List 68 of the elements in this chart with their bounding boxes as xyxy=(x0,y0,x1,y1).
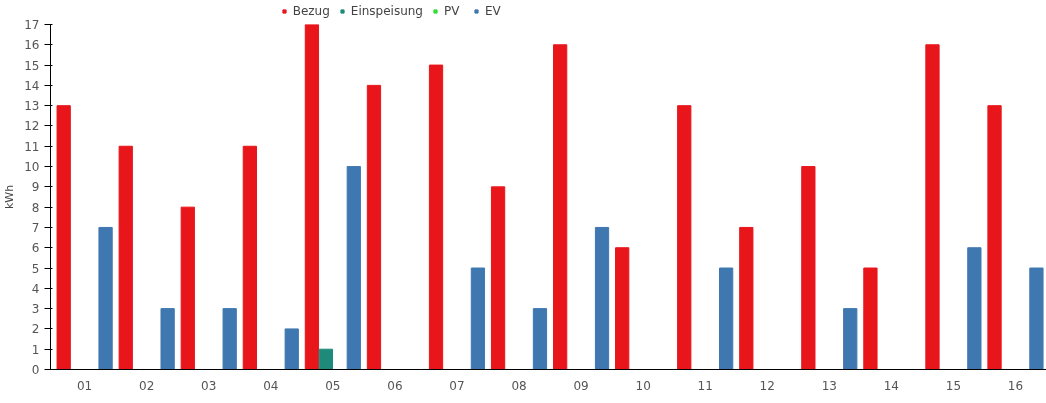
x-tick-label: 05 xyxy=(325,378,341,393)
bar xyxy=(967,247,982,370)
bar xyxy=(366,84,382,370)
bar xyxy=(470,267,486,370)
bar xyxy=(180,206,195,370)
x-tick-label: 02 xyxy=(139,378,155,393)
y-tick-label: 5 xyxy=(31,261,40,276)
y-tick-label: 0 xyxy=(31,363,40,377)
y-tick-label: 9 xyxy=(31,180,40,195)
x-tick-label: 06 xyxy=(387,378,403,393)
bar xyxy=(160,308,175,370)
bar xyxy=(98,226,113,370)
x-tick-label: 16 xyxy=(1007,378,1024,393)
bar xyxy=(56,105,71,370)
bar xyxy=(428,64,444,370)
legend-label: Einspeisung xyxy=(350,4,423,18)
x-tick-label: 11 xyxy=(697,378,713,393)
bar xyxy=(615,247,630,370)
y-tick-label: 2 xyxy=(31,322,40,337)
x-tick-label: 15 xyxy=(945,378,962,393)
bar xyxy=(594,226,610,370)
bar xyxy=(677,105,692,370)
legend-label: EV xyxy=(484,4,502,18)
legend-label: Bezug xyxy=(292,4,330,18)
bar xyxy=(843,308,858,370)
x-tick-label: 12 xyxy=(759,378,775,393)
y-tick-label: 15 xyxy=(24,58,40,73)
y-tick-label: 11 xyxy=(24,139,40,154)
bar xyxy=(801,166,816,370)
y-tick-label: 1 xyxy=(31,342,40,357)
y-tick-label: 6 xyxy=(31,241,40,256)
bar xyxy=(987,105,1002,370)
bar xyxy=(118,145,133,370)
x-tick-label: 01 xyxy=(77,378,93,393)
y-tick-label: 7 xyxy=(31,220,40,235)
bar xyxy=(739,226,754,370)
bar xyxy=(222,308,237,370)
bar xyxy=(304,24,320,370)
bar xyxy=(284,328,299,370)
x-tick-label: 10 xyxy=(635,378,651,393)
y-tick-label: 16 xyxy=(24,38,40,53)
x-tick-label: 03 xyxy=(201,378,217,393)
y-tick-label: 10 xyxy=(24,160,40,175)
y-tick-label: 3 xyxy=(31,302,40,317)
bar xyxy=(490,186,506,370)
y-tick-label: 12 xyxy=(24,119,40,134)
x-tick-label: 14 xyxy=(883,378,900,393)
bar xyxy=(719,267,734,370)
y-tick-label: 14 xyxy=(24,78,40,93)
bar xyxy=(1029,267,1044,370)
legend-label: PV xyxy=(443,4,461,18)
y-tick-label: 17 xyxy=(24,18,40,32)
y-axis-title: kWh xyxy=(3,184,17,210)
bar xyxy=(863,267,878,370)
y-tick-label: 4 xyxy=(31,281,40,296)
x-tick-label: 07 xyxy=(449,378,465,393)
bar xyxy=(532,308,548,370)
x-tick-label: 08 xyxy=(511,378,527,393)
bar xyxy=(318,348,334,370)
bar xyxy=(925,44,940,370)
x-tick-label: 09 xyxy=(573,378,589,393)
x-tick-label: 13 xyxy=(821,378,837,393)
y-tick-label: 13 xyxy=(24,99,40,114)
bar xyxy=(553,44,568,370)
bar xyxy=(346,166,361,370)
bar xyxy=(242,145,257,370)
x-tick-label: 04 xyxy=(263,378,279,393)
y-tick-label: 8 xyxy=(31,200,40,215)
